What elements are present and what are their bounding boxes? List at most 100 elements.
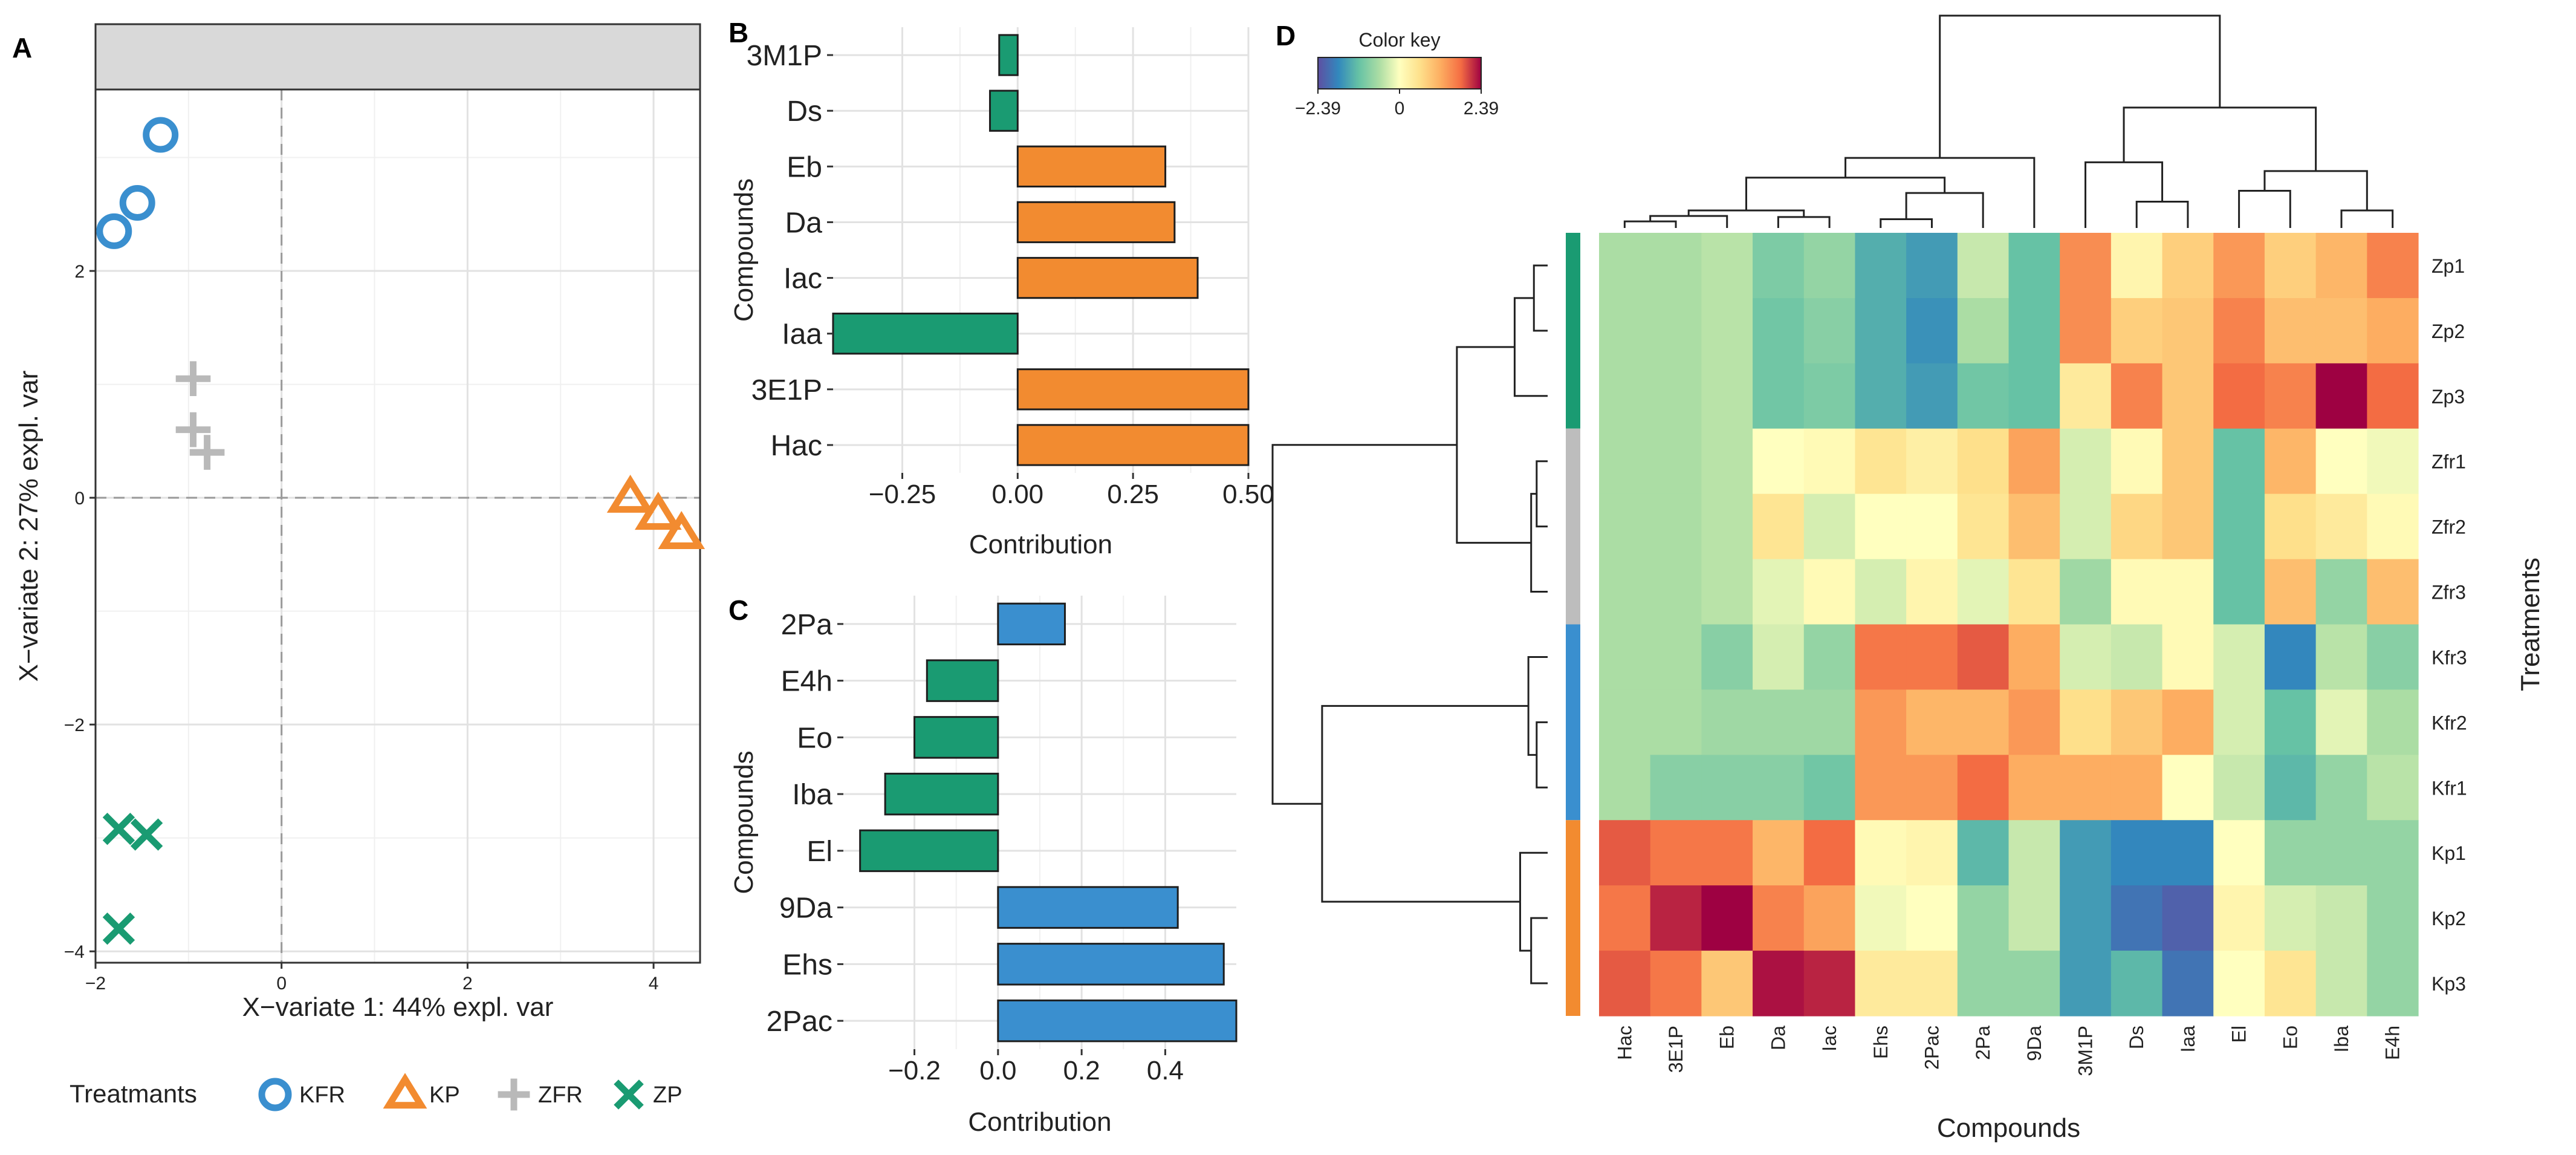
heatmap-cell-kfr3-iac bbox=[1803, 624, 1856, 691]
heatmap-cell-zp1-eo bbox=[2264, 233, 2317, 299]
heatmap-cell-kp2-2pac bbox=[1906, 885, 1958, 951]
heatmap-cell-zp2-iba bbox=[2315, 298, 2367, 364]
color-key-label: 0 bbox=[1395, 99, 1405, 119]
heatmap-cell-kfr3-hac bbox=[1599, 624, 1651, 691]
dendrogram-branch bbox=[1880, 218, 1933, 228]
point-kp bbox=[634, 492, 682, 530]
heatmap-cell-kp1-iac bbox=[1803, 820, 1856, 886]
heatmap-cell-zfr1-eb bbox=[1701, 428, 1753, 495]
dendrogram-branch bbox=[1745, 177, 1946, 211]
heatmap-cell-kp2-9da bbox=[2008, 885, 2060, 951]
heatmap-cell-kp2-iba bbox=[2315, 885, 2367, 951]
column-label-9da: 9Da bbox=[2023, 1026, 2045, 1061]
legend-key-kp bbox=[383, 1073, 427, 1109]
row-label-zfr3: Zfr3 bbox=[2432, 582, 2466, 604]
legend-label-kfr: KFR bbox=[299, 1082, 345, 1108]
point-kfr bbox=[119, 185, 155, 221]
heatmap-cell-kfr1-9da bbox=[2008, 755, 2060, 821]
color-key-bar bbox=[1317, 57, 1482, 89]
heatmap-cell-zfr3-eb bbox=[1701, 559, 1753, 625]
row-label-kp1: Kp1 bbox=[2432, 842, 2466, 864]
legend-key-zfr bbox=[498, 1078, 530, 1111]
heatmap-cell-kp3-3m1p bbox=[2060, 951, 2112, 1017]
heatmap-cell-kp2-2pa bbox=[1957, 885, 2010, 951]
heatmap-cell-kfr2-el bbox=[2213, 689, 2265, 755]
heatmap-cell-zfr3-2pa bbox=[1957, 559, 2010, 625]
heatmap-cell-kfr3-eb bbox=[1701, 624, 1753, 691]
heatmap-cell-kfr3-iba bbox=[2315, 624, 2367, 691]
heatmap-cell-zp3-ds bbox=[2110, 363, 2163, 429]
heatmap-cell-zp1-eb bbox=[1701, 233, 1753, 299]
legend-label-zfr: ZFR bbox=[538, 1082, 583, 1108]
heatmap-cell-zfr1-ds bbox=[2110, 428, 2163, 495]
heatmap-cell-zp2-eb bbox=[1701, 298, 1753, 364]
heatmap-cell-zp3-el bbox=[2213, 363, 2265, 429]
plot-area bbox=[96, 89, 700, 963]
heatmap-cell-zp3-eo bbox=[2264, 363, 2317, 429]
heatmap-cell-zfr2-hac bbox=[1599, 493, 1651, 560]
dendrogram-branch bbox=[1321, 704, 1529, 903]
heatmap-cell-kp2-e4h bbox=[2367, 885, 2419, 951]
x-axis-title: X−variate 1: 44% expl. var bbox=[242, 992, 554, 1022]
heatmap-cell-zp1-iac bbox=[1803, 233, 1856, 299]
legend-key-zp-b bbox=[614, 1079, 644, 1110]
dendrogram-branch bbox=[2135, 201, 2189, 228]
heatmap-cell-zp2-hac bbox=[1599, 298, 1651, 364]
bar-iac bbox=[1016, 256, 1199, 299]
x-tick-label: 0.00 bbox=[992, 480, 1044, 509]
column-label-2pa: 2Pa bbox=[1972, 1026, 1994, 1060]
heatmap-cell-zp3-ehs bbox=[1855, 363, 1907, 429]
heatmap-cell-kfr2-3e1p bbox=[1650, 689, 1702, 755]
dendrogram-branch bbox=[1519, 851, 1548, 952]
heatmap-cell-zp3-da bbox=[1753, 363, 1805, 429]
heatmap-cell-kfr2-iaa bbox=[2162, 689, 2214, 755]
category-label-iac: Iac bbox=[784, 263, 822, 295]
bar-hac bbox=[1016, 424, 1250, 466]
heatmap-cell-kp3-ehs bbox=[1855, 951, 1907, 1017]
heatmap-cell-kfr1-eo bbox=[2264, 755, 2317, 821]
heatmap-cell-zfr1-3m1p bbox=[2060, 428, 2112, 495]
column-label-eb: Eb bbox=[1716, 1026, 1738, 1049]
heatmap-cell-kfr1-eb bbox=[1701, 755, 1753, 821]
heatmap-cell-zfr2-2pa bbox=[1957, 493, 2010, 560]
heatmap-cell-zp2-iaa bbox=[2162, 298, 2214, 364]
heatmap-cell-kp2-3m1p bbox=[2060, 885, 2112, 951]
heatmap-cell-kfr2-iac bbox=[1803, 689, 1856, 755]
heatmap-cell-zfr2-ds bbox=[2110, 493, 2163, 560]
heatmap-cell-zp1-hac bbox=[1599, 233, 1651, 299]
heatmap-cell-zfr2-da bbox=[1753, 493, 1805, 560]
heatmap-cell-zp2-2pac bbox=[1906, 298, 1958, 364]
column-label-iaa: Iaa bbox=[2177, 1026, 2199, 1053]
column-label-iba: Iba bbox=[2331, 1026, 2352, 1053]
heatmap-cell-kfr3-9da bbox=[2008, 624, 2060, 691]
heatmap-cell-zp3-hac bbox=[1599, 363, 1651, 429]
column-dendrogram bbox=[1623, 15, 2394, 228]
row-label-zp1: Zp1 bbox=[2432, 255, 2465, 277]
row-label-kfr3: Kfr3 bbox=[2432, 646, 2467, 668]
heatmap-cell-kp2-ehs bbox=[1855, 885, 1907, 951]
heatmap-cell-kfr2-da bbox=[1753, 689, 1805, 755]
dendrogram-branch bbox=[1905, 192, 1984, 228]
heatmap-cell-kp1-9da bbox=[2008, 820, 2060, 886]
row-side-color-kfr bbox=[1566, 624, 1580, 821]
heatmap-cell-zp1-e4h bbox=[2367, 233, 2419, 299]
heatmap-cell-zfr1-iaa bbox=[2162, 428, 2214, 495]
bar-el bbox=[859, 829, 999, 873]
bar-ds bbox=[989, 89, 1019, 132]
heatmap-cell-zfr2-eo bbox=[2264, 493, 2317, 560]
column-label-da: Da bbox=[1767, 1026, 1789, 1050]
heatmap-cell-kp2-da bbox=[1753, 885, 1805, 951]
heatmap-cell-zp1-el bbox=[2213, 233, 2265, 299]
heatmap-cell-zp2-3m1p bbox=[2060, 298, 2112, 364]
heatmap-cell-zfr2-ehs bbox=[1855, 493, 1907, 560]
row-label-kp2: Kp2 bbox=[2432, 908, 2466, 929]
panel-label-b: B bbox=[728, 17, 748, 48]
dendrogram-branch bbox=[2084, 161, 2164, 228]
heatmap-cell-zp3-2pac bbox=[1906, 363, 1958, 429]
point-zp-b bbox=[102, 813, 135, 845]
bar-3m1p bbox=[998, 34, 1019, 76]
heatmap-cell-zp2-eo bbox=[2264, 298, 2317, 364]
bar-e4h bbox=[926, 659, 999, 702]
category-label-eb: Eb bbox=[787, 151, 822, 183]
